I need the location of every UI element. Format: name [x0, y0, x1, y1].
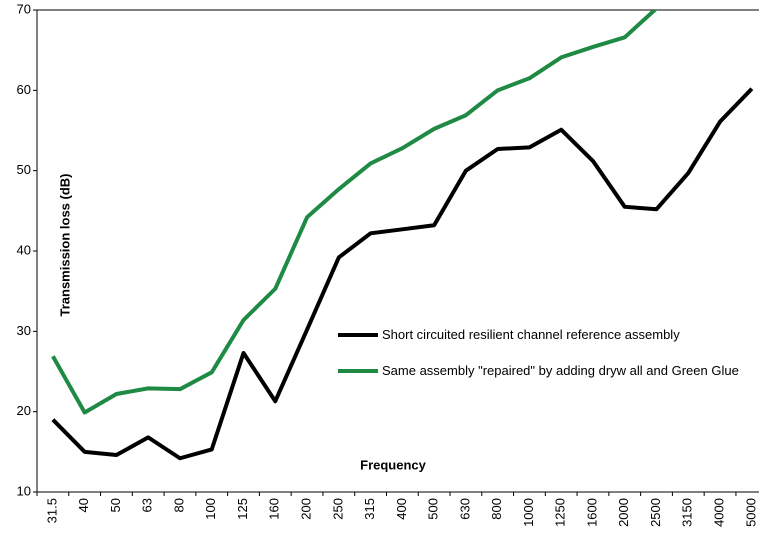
y-tick-label: 60 [17, 82, 31, 97]
x-tick-label: 4000 [711, 498, 726, 527]
x-tick-label: 1000 [521, 498, 536, 527]
x-tick-label: 2000 [616, 498, 631, 527]
legend-entry: Short circuited resilient channel refere… [338, 326, 748, 344]
x-tick-label: 500 [426, 498, 441, 520]
x-tick-label: 50 [108, 498, 123, 512]
x-tick-label: 250 [330, 498, 345, 520]
legend-swatch [338, 369, 378, 373]
legend-swatch [338, 333, 378, 337]
y-tick-label: 10 [17, 483, 31, 498]
y-axis-label: Transmission loss (dB) [57, 173, 72, 316]
x-tick-label: 200 [298, 498, 313, 520]
x-tick-label: 125 [235, 498, 250, 520]
x-tick-label: 1600 [584, 498, 599, 527]
legend: Short circuited resilient channel refere… [338, 326, 748, 398]
x-tick-label: 80 [171, 498, 186, 512]
y-tick-label: 40 [17, 242, 31, 257]
series-line [51, 87, 754, 461]
x-tick-label: 400 [394, 498, 409, 520]
series-line [51, 10, 658, 415]
plot [51, 10, 754, 461]
y-tick-label: 30 [17, 323, 31, 338]
x-tick-label: 5000 [743, 498, 758, 527]
x-tick-label: 31.5 [44, 498, 59, 523]
x-tick-label: 160 [267, 498, 282, 520]
x-axis-label: Frequency [360, 457, 427, 472]
y-tick-label: 20 [17, 403, 31, 418]
legend-entry: Same assembly "repaired" by adding dryw … [338, 362, 748, 380]
y-tick-label: 70 [17, 1, 31, 16]
legend-label: Same assembly "repaired" by adding dryw … [382, 363, 739, 378]
legend-label: Short circuited resilient channel refere… [382, 327, 680, 342]
x-tick-label: 315 [362, 498, 377, 520]
y-tick-label: 50 [17, 162, 31, 177]
x-tick-label: 40 [76, 498, 91, 512]
x-tick-label: 800 [489, 498, 504, 520]
x-tick-label: 63 [140, 498, 155, 512]
x-tick-label: 2500 [648, 498, 663, 527]
x-tick-label: 3150 [680, 498, 695, 527]
x-tick-label: 1250 [553, 498, 568, 527]
x-tick-label: 100 [203, 498, 218, 520]
x-tick-label: 630 [457, 498, 472, 520]
